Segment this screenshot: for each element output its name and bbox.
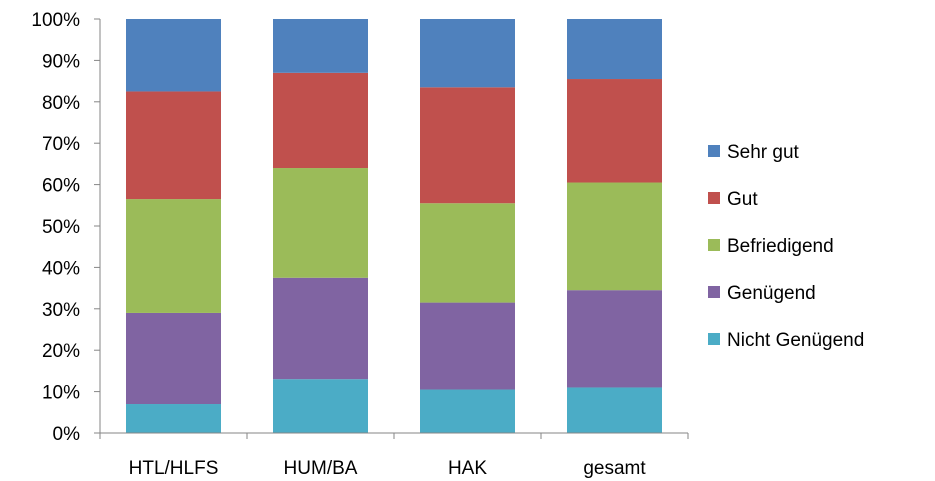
y-tick-label: 40% — [42, 258, 80, 279]
y-tick-label: 60% — [42, 176, 80, 197]
y-tick-label: 10% — [42, 383, 80, 404]
y-tick-label: 30% — [42, 300, 80, 321]
bar-segment-nicht-genügend-0 — [126, 404, 221, 433]
bars-group — [126, 19, 662, 433]
y-tick-label: 20% — [42, 341, 80, 362]
y-tick-label: 0% — [53, 424, 81, 445]
legend-swatch-genügend — [708, 286, 720, 298]
bar-segment-gut-1 — [273, 72, 368, 169]
legend-label: Genügend — [727, 283, 816, 304]
legend-swatch-gut — [708, 192, 720, 204]
legend-label: Gut — [727, 189, 758, 210]
legend-label: Nicht Genügend — [727, 330, 864, 351]
bar-segment-genügend-0 — [126, 312, 221, 405]
bar-segment-nicht-genügend-3 — [567, 387, 662, 433]
legend-label: Befriedigend — [727, 236, 834, 257]
y-tick-label: 50% — [42, 217, 80, 238]
y-tick-label: 80% — [42, 93, 80, 114]
legend: Sehr gut Gut Befriedigend Genügend Nicht Gen… — [708, 142, 864, 351]
bar-segment-befriedigend-1 — [273, 168, 368, 278]
y-tick-label: 100% — [31, 10, 80, 31]
bar-segment-sehr-gut-0 — [126, 19, 221, 92]
legend-swatch-befriedigend — [708, 239, 720, 251]
bar-segment-sehr-gut-1 — [273, 19, 368, 73]
x-tick-label: HAK — [448, 458, 487, 479]
bar-segment-befriedigend-3 — [567, 182, 662, 291]
x-tick-label: HUM/BA — [284, 458, 358, 479]
axes-group: HTL/HLFS HUM/BA HAK gesamt 0% 10% 20% 30% 40% 50%… — [31, 10, 689, 479]
legend-swatch-nicht-genügend — [708, 333, 720, 345]
bar-segment-genügend-1 — [273, 277, 368, 380]
x-tick-label: HTL/HLFS — [129, 458, 219, 479]
bar-segment-genügend-3 — [567, 290, 662, 388]
bar-segment-befriedigend-2 — [420, 203, 515, 303]
bar-segment-befriedigend-0 — [126, 199, 221, 313]
y-tick-label: 90% — [42, 51, 80, 72]
bar-segment-nicht-genügend-1 — [273, 379, 368, 433]
legend-swatch-sehr-gut — [708, 145, 720, 157]
bar-segment-sehr-gut-2 — [420, 19, 515, 88]
legend-label: Sehr gut — [727, 142, 800, 163]
bar-segment-nicht-genügend-2 — [420, 389, 515, 433]
bar-segment-sehr-gut-3 — [567, 19, 662, 80]
bar-segment-gut-3 — [567, 79, 662, 183]
bar-segment-genügend-2 — [420, 302, 515, 390]
y-tick-label: 70% — [42, 134, 80, 155]
bar-segment-gut-2 — [420, 87, 515, 204]
x-tick-label: gesamt — [583, 458, 646, 479]
bar-segment-gut-0 — [126, 91, 221, 200]
